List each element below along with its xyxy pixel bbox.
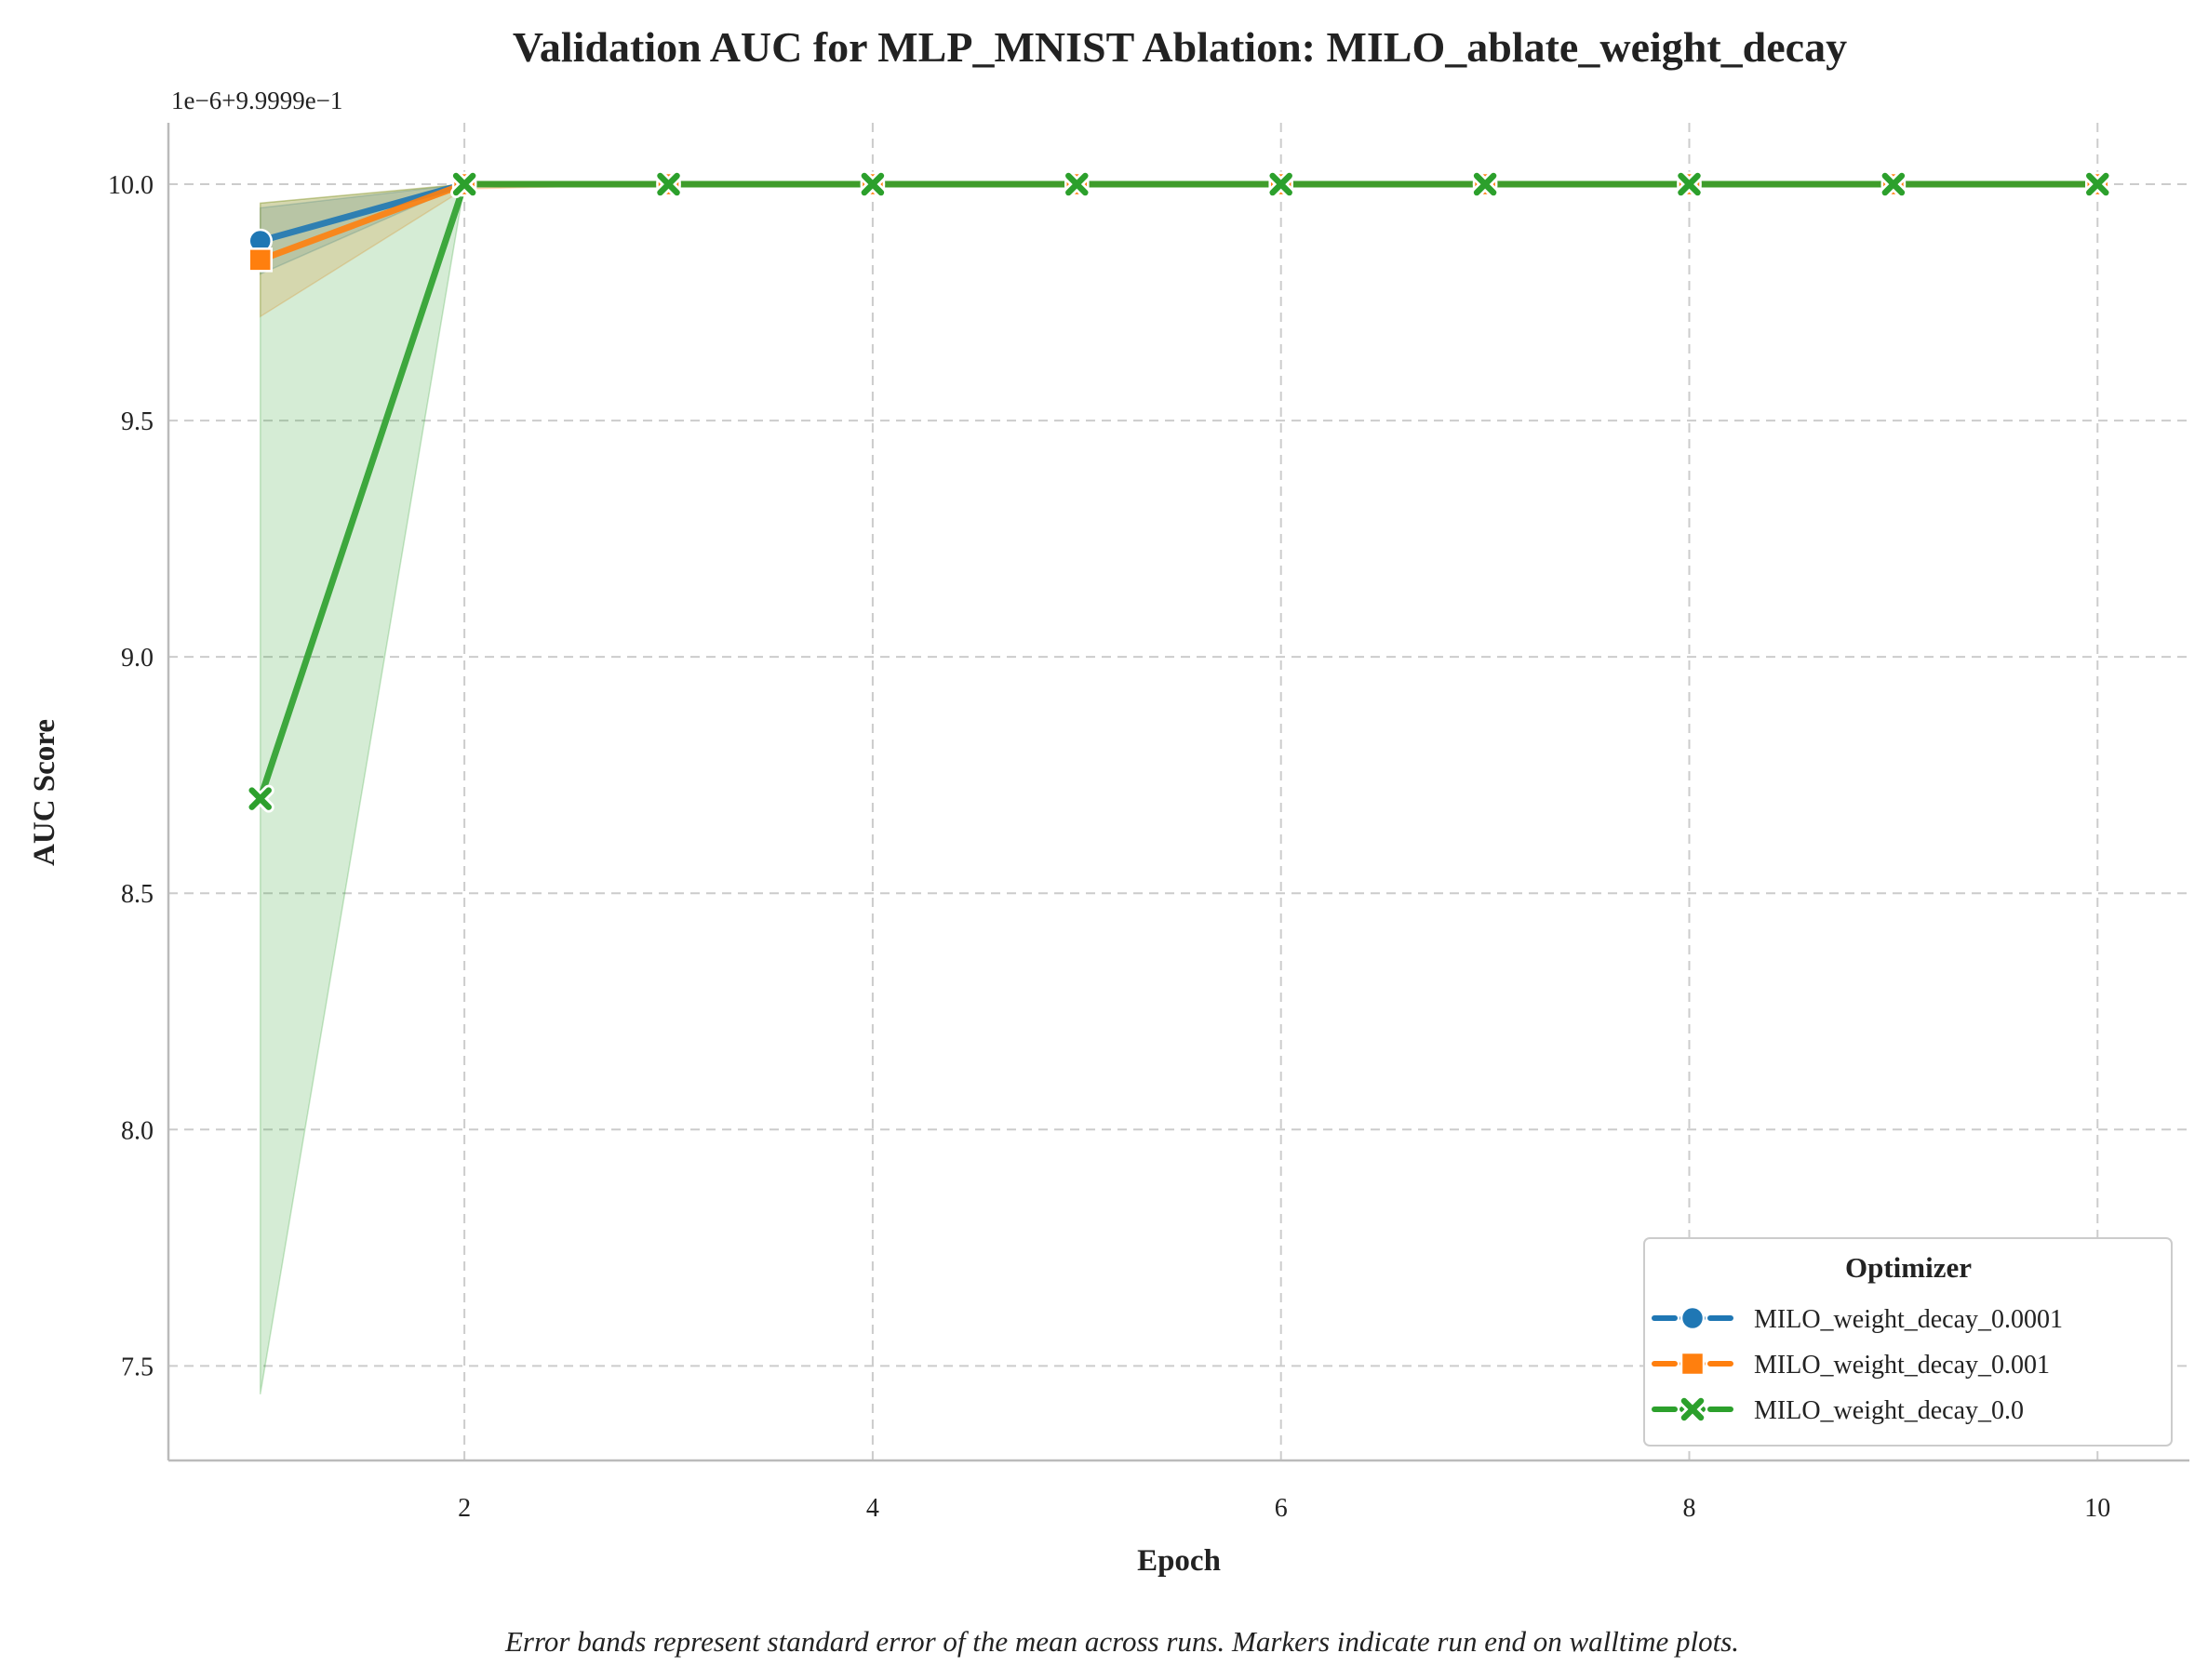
- y-offset-label: 1e−6+9.9999e−1: [171, 87, 342, 114]
- y-tick-label: 9.5: [121, 407, 154, 436]
- y-axis-ticks: 7.5 8.0 8.5 9.0 9.5 10.0: [108, 171, 154, 1381]
- data-point-2-9: [2083, 170, 2112, 199]
- data-point-2-6: [1471, 170, 1500, 199]
- legend-label: MILO_weight_decay_0.0001: [1754, 1305, 2063, 1334]
- data-point-2-1: [450, 170, 479, 199]
- data-point-2-7: [1675, 170, 1704, 199]
- series-lines: [257, 180, 2101, 803]
- data-point-2-8: [1879, 170, 1907, 199]
- legend-label: MILO_weight_decay_0.0: [1754, 1396, 2024, 1425]
- caption: Error bands represent standard error of …: [504, 1625, 1739, 1658]
- y-tick-label: 9.0: [121, 644, 154, 673]
- x-tick-label: 8: [1682, 1494, 1695, 1523]
- y-tick-label: 7.5: [121, 1353, 154, 1381]
- x-tick-label: 6: [1275, 1494, 1288, 1523]
- x-tick-label: 10: [2084, 1494, 2110, 1523]
- legend-item: MILO_weight_decay_0.001: [1652, 1351, 2050, 1380]
- x-axis-label: Epoch: [1137, 1544, 1221, 1578]
- series-markers: [246, 170, 2112, 813]
- legend-title: Optimizer: [1845, 1251, 1972, 1284]
- legend-item: MILO_weight_decay_0.0001: [1652, 1305, 2063, 1334]
- legend-item: MILO_weight_decay_0.0: [1652, 1395, 2024, 1425]
- y-axis-label: AUC Score: [28, 719, 61, 866]
- data-point-2-2: [654, 170, 683, 199]
- legend-marker: [1679, 1395, 1706, 1423]
- x-tick-label: 2: [458, 1494, 471, 1523]
- data-point-1-0: [248, 247, 273, 273]
- x-axis-ticks: 2 4 6 8 10: [458, 1494, 2110, 1523]
- legend-marker: [1679, 1305, 1706, 1331]
- data-point-2-3: [858, 170, 887, 199]
- data-point-2-5: [1266, 170, 1295, 199]
- series-line-2: [257, 180, 2101, 803]
- x-tick-label: 4: [866, 1494, 879, 1523]
- legend-marker: [1679, 1351, 1706, 1377]
- legend: Optimizer MILO_weight_decay_0.0001 MILO_w…: [1643, 1237, 2173, 1447]
- y-tick-label: 10.0: [108, 171, 154, 200]
- legend-box: [1643, 1237, 2173, 1447]
- y-tick-label: 8.0: [121, 1116, 154, 1145]
- chart-title: Validation AUC for MLP_MNIST Ablation: M…: [513, 23, 1847, 71]
- data-point-2-4: [1063, 170, 1091, 199]
- data-point-2-0: [246, 784, 274, 813]
- legend-label: MILO_weight_decay_0.001: [1754, 1351, 2050, 1380]
- y-tick-label: 8.5: [121, 880, 154, 909]
